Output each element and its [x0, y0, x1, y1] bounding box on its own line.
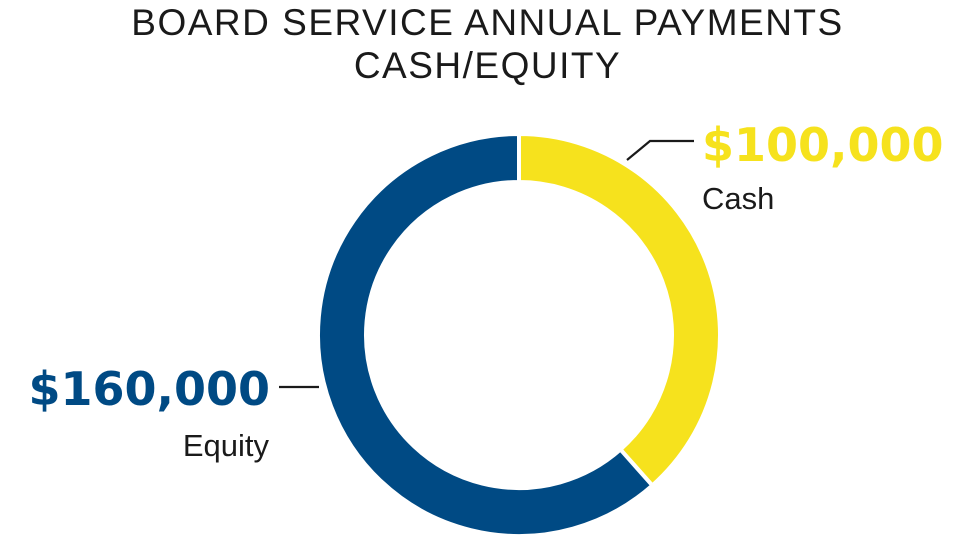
donut-slice-cash [517, 131, 722, 489]
equity-category-label: Equity [183, 428, 270, 463]
chart-title-line-2: CASH/EQUITY [353, 45, 622, 86]
slices-layer [316, 131, 722, 538]
cash-value-label: $100,000 [702, 118, 944, 172]
equity-value-label: $160,000 [28, 362, 270, 416]
chart-title-line-1: BOARD SERVICE ANNUAL PAYMENTS [131, 2, 844, 43]
cash-category-label: Cash [702, 181, 774, 216]
donut-slice-equity [316, 131, 656, 538]
cash-leader-line [626, 139, 694, 161]
